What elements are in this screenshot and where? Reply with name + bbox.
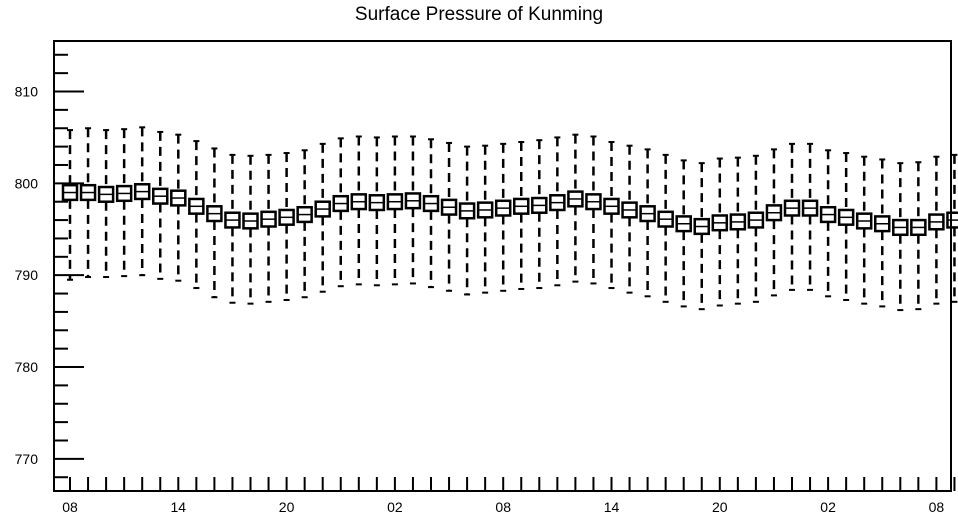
x-tick-label: 02 bbox=[820, 499, 836, 515]
box-16 bbox=[332, 137, 349, 288]
box-13 bbox=[278, 152, 295, 301]
box-38 bbox=[729, 156, 747, 305]
box-15 bbox=[314, 142, 331, 293]
plot-area bbox=[61, 126, 958, 312]
y-tick-label: 770 bbox=[15, 451, 39, 467]
y-tick-label: 790 bbox=[15, 267, 39, 283]
box-23 bbox=[458, 145, 476, 296]
box-43 bbox=[819, 149, 837, 298]
box-12 bbox=[260, 153, 277, 303]
box-22 bbox=[440, 141, 458, 292]
box-4 bbox=[115, 128, 133, 278]
box-9 bbox=[206, 147, 223, 299]
box-42 bbox=[801, 142, 819, 291]
y-tick-label: 800 bbox=[15, 175, 39, 191]
x-tick-label: 14 bbox=[171, 499, 187, 515]
y-tick-label: 810 bbox=[15, 84, 39, 100]
chart-title: Surface Pressure of Kunming bbox=[354, 4, 604, 25]
box-41 bbox=[783, 142, 801, 291]
box-48 bbox=[910, 161, 927, 311]
x-tick-label: 08 bbox=[62, 499, 78, 515]
box-26 bbox=[513, 141, 530, 290]
box-31 bbox=[603, 141, 620, 290]
box-3 bbox=[97, 129, 115, 279]
box-11 bbox=[242, 154, 259, 305]
x-axis: 08 14 20 02 08 14 20 02 08 bbox=[62, 477, 956, 515]
y-tick-label: 780 bbox=[15, 359, 39, 375]
box-14 bbox=[296, 149, 313, 299]
box-20 bbox=[404, 135, 422, 285]
x-tick-label: 08 bbox=[495, 499, 511, 515]
y-axis: 770 780 790 800 810 bbox=[15, 53, 84, 479]
box-10 bbox=[224, 153, 241, 304]
box-29 bbox=[567, 133, 584, 283]
box-39 bbox=[747, 154, 765, 303]
box-50 bbox=[946, 153, 958, 303]
box-25 bbox=[494, 142, 512, 292]
box-6 bbox=[152, 130, 169, 280]
box-47 bbox=[892, 162, 909, 312]
box-19 bbox=[386, 135, 404, 286]
box-34 bbox=[657, 153, 674, 303]
box-24 bbox=[476, 144, 494, 294]
x-tick-label: 08 bbox=[929, 499, 945, 515]
box-45 bbox=[855, 155, 873, 305]
box-27 bbox=[531, 139, 548, 290]
box-5 bbox=[133, 126, 151, 277]
x-tick-label: 02 bbox=[387, 499, 403, 515]
box-30 bbox=[585, 135, 602, 285]
box-21 bbox=[422, 138, 440, 289]
box-40 bbox=[765, 148, 783, 297]
box-44 bbox=[837, 152, 855, 301]
box-35 bbox=[675, 159, 692, 308]
box-36 bbox=[693, 162, 710, 311]
box-18 bbox=[368, 136, 386, 287]
box-8 bbox=[188, 140, 205, 290]
box-33 bbox=[639, 148, 656, 298]
box-2 bbox=[79, 127, 97, 279]
x-tick-label: 20 bbox=[712, 499, 728, 515]
box-32 bbox=[621, 144, 638, 294]
box-37 bbox=[711, 157, 729, 307]
x-tick-label: 14 bbox=[604, 499, 620, 515]
box-17 bbox=[350, 135, 368, 286]
box-28 bbox=[549, 136, 566, 287]
x-tick-label: 20 bbox=[279, 499, 295, 515]
box-46 bbox=[874, 158, 891, 308]
box-49 bbox=[928, 155, 945, 305]
box-1 bbox=[61, 129, 79, 281]
box-7 bbox=[170, 133, 187, 282]
